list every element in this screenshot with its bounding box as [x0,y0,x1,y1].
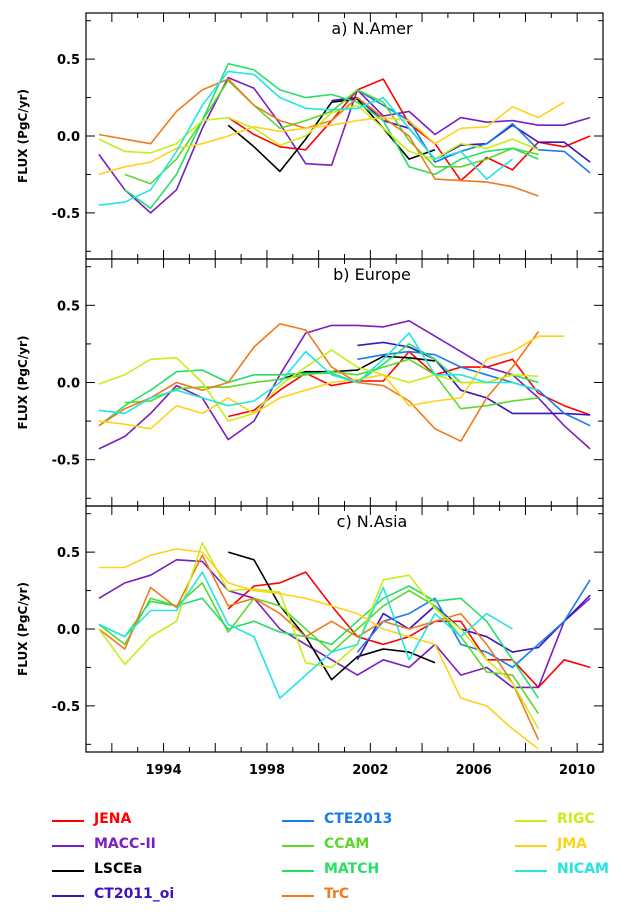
series-line-cte2013 [356,89,591,174]
series-line-rigc [98,104,539,160]
x-tick-label: 2002 [352,763,388,778]
y-tick-label: -0.5 [52,454,80,469]
y-tick-label: 0.5 [57,546,80,561]
legend-swatch [52,845,84,847]
series-line-macc-ii [98,76,591,214]
legend-label: CTE2013 [324,811,393,827]
y-tick-label: -0.5 [52,700,80,715]
series-line-trc [98,322,540,443]
series-line-ct2011-oi [331,96,591,163]
y-axis-label: FLUX (PgC/yr) [16,89,30,183]
legend-label: NICAM [557,861,609,877]
series-line-nicam [98,332,539,415]
legend: JENA MACC-II LSCEa CT2011_oi CTE2013 CCAM MATC… [0,811,633,914]
series-line-nicam [98,70,513,206]
series-line-ccam [124,79,539,185]
panel-1: -0.5 0.0 0.5 FLUX (PgC/yr) b) Europe [16,258,604,507]
y-axis-label: FLUX (PgC/yr) [16,336,30,430]
series-line-lscea [227,551,436,681]
x-tick-label: 2006 [456,763,492,778]
series-line-rigc [98,349,539,422]
series-line-ct2011-oi [357,341,591,416]
legend-swatch [52,870,84,872]
series-line-cte2013 [357,350,591,427]
legend-swatch [282,820,314,822]
legend-label: JENA [94,811,132,827]
panel-title: a) N.Amer [331,19,413,38]
series-line-jma [98,101,565,176]
legend-label: JMA [557,836,587,852]
legend-swatch [282,845,314,847]
legend-label: RIGC [557,811,595,827]
series-line-jena [227,78,591,182]
series-line-nicam [98,571,513,700]
legend-label: LSCEa [94,861,143,877]
y-tick-label: -0.5 [52,207,80,222]
y-tick-label: 0.0 [57,130,80,145]
series-line-jma [98,548,539,750]
series-line-match [98,343,539,427]
x-tick-label: 1998 [249,763,285,778]
y-tick-label: 0.0 [57,623,80,638]
legend-label: TrC [324,886,350,902]
legend-swatch [52,820,84,822]
panel-title: b) Europe [333,265,411,284]
panel-0: -0.5 0.0 0.5 FLUX (PgC/yr) a) N.Amer [16,12,604,260]
legend-swatch [515,820,547,822]
series-line-trc [98,78,539,197]
panel-2: -0.5 0.0 0.5 1994 1998 2002 2006 2010 FLUX (PgC/… [16,505,604,778]
x-tick-label: 1994 [145,763,181,778]
series-line-trc [98,554,540,741]
x-tick-label: 2010 [559,763,595,778]
legend-swatch [515,870,547,872]
y-tick-label: 0.5 [57,299,80,314]
legend-swatch [52,895,84,897]
series-line-cte2013 [356,579,591,669]
series-line-lscea [279,355,436,381]
legend-label: MACC-II [94,836,156,852]
legend-label: MATCH [324,861,380,877]
y-axis-label: FLUX (PgC/yr) [16,582,30,676]
y-tick-label: 0.0 [57,377,80,392]
legend-label: CT2011_oi [94,886,175,902]
panel-title: c) N.Asia [337,512,408,531]
series-line-lscea [227,98,436,173]
series-line-match [124,62,539,210]
y-tick-label: 0.5 [57,53,80,68]
legend-swatch [515,845,547,847]
legend-swatch [282,870,314,872]
series-line-rigc [98,542,540,730]
legend-label: CCAM [324,836,370,852]
series-line-jma [98,335,565,430]
legend-swatch [282,895,314,897]
